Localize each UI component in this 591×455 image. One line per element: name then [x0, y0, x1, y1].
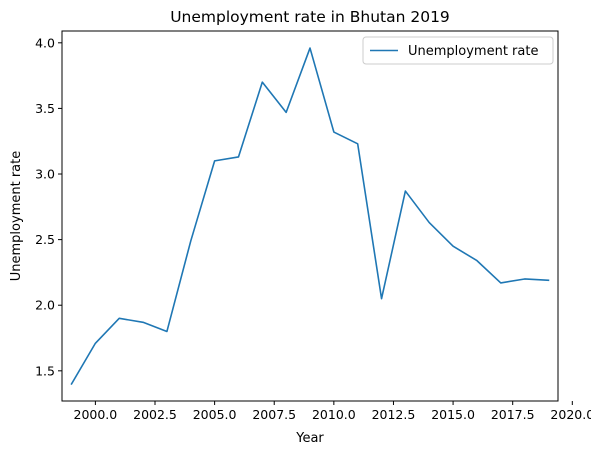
y-tick-label: 2.0 — [35, 298, 55, 313]
x-tick-label: 2000.0 — [74, 407, 118, 422]
y-axis-ticks: 1.5 2.0 2.5 3.0 3.5 4.0 — [35, 35, 62, 378]
x-tick-label: 2015.0 — [431, 407, 475, 422]
series-layer — [70, 47, 550, 386]
x-tick-label: 2005.0 — [193, 407, 237, 422]
x-tick-label: 2012.5 — [372, 407, 416, 422]
chart-title: Unemployment rate in Bhutan 2019 — [170, 8, 450, 26]
y-tick-label: 1.5 — [35, 363, 55, 378]
y-tick-label: 2.5 — [35, 232, 55, 247]
x-tick-label: 2002.5 — [133, 407, 177, 422]
x-axis-label: Year — [295, 431, 324, 446]
x-tick-label: 2007.5 — [252, 407, 296, 422]
series-line — [70, 47, 550, 386]
legend: Unemployment rate — [362, 36, 554, 65]
plot-area-frame — [61, 30, 559, 402]
x-axis-ticks: 2000.0 2002.5 2005.0 2007.5 2010.0 2012.5 2015… — [74, 401, 591, 422]
x-tick-label: 2017.5 — [491, 407, 535, 422]
y-axis-label: Unemployment rate — [9, 151, 24, 281]
x-tick-label: 2020.0 — [550, 407, 591, 422]
legend-label: Unemployment rate — [408, 44, 538, 59]
x-tick-label: 2010.0 — [312, 407, 356, 422]
y-tick-label: 4.0 — [35, 35, 55, 50]
y-tick-label: 3.0 — [35, 167, 55, 182]
legend-box — [362, 36, 554, 65]
y-tick-label: 3.5 — [35, 101, 55, 116]
